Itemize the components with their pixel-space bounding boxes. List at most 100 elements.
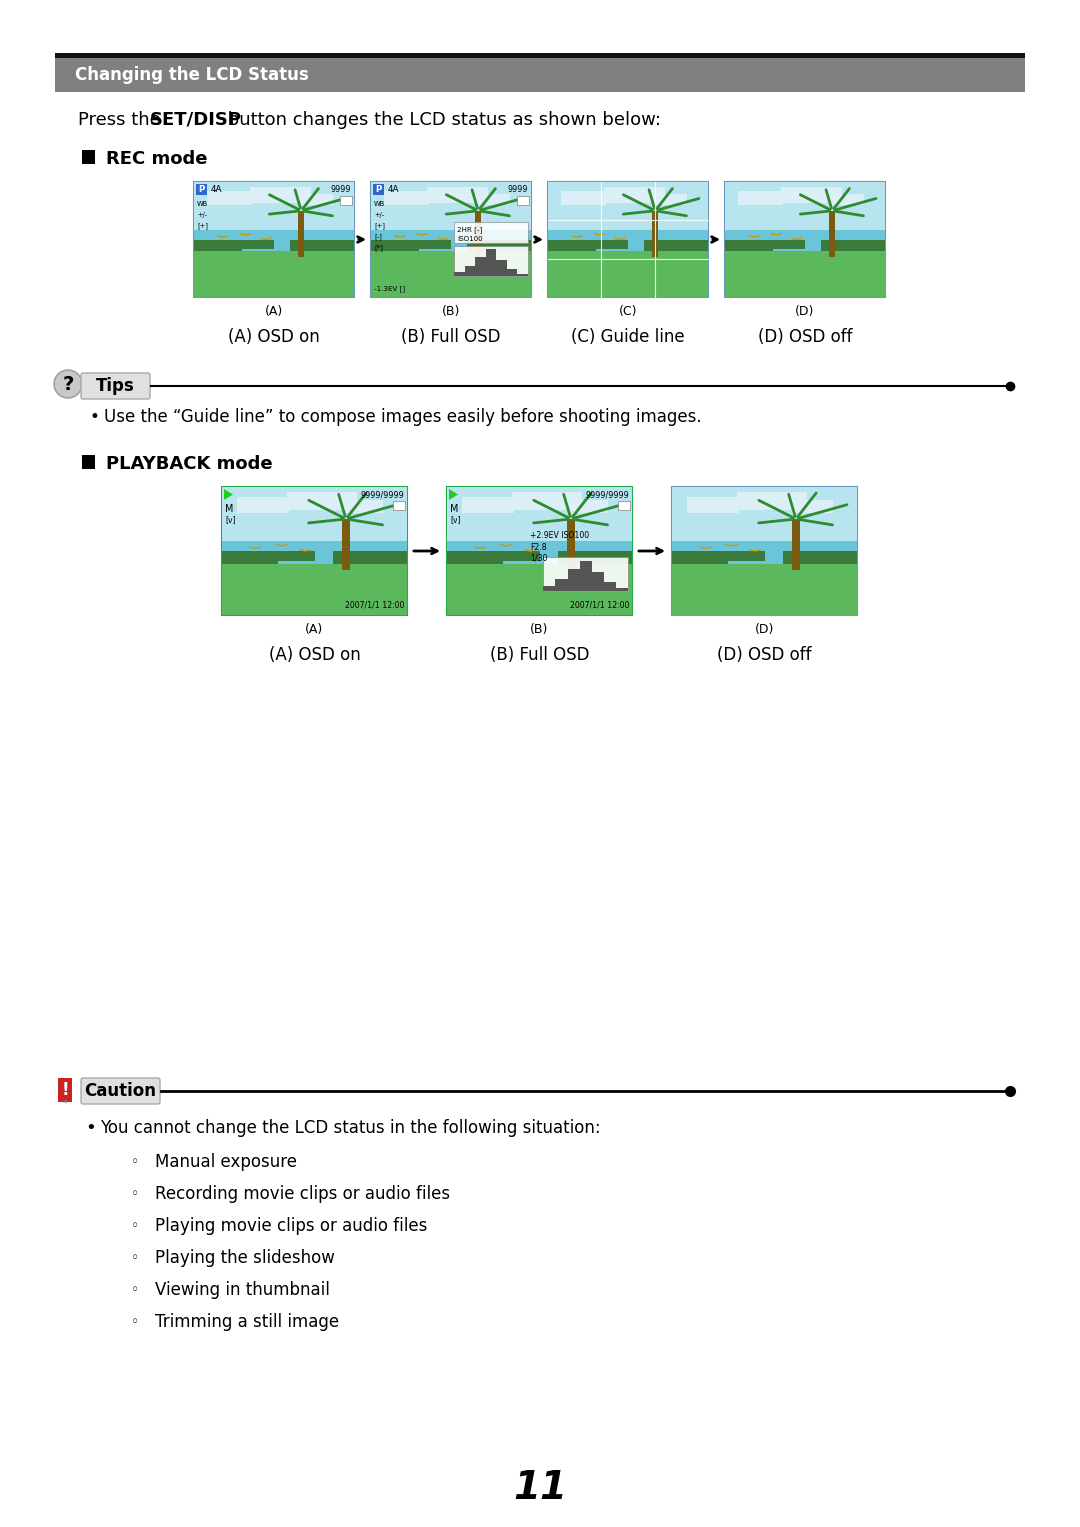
Bar — [475, 257, 486, 276]
Bar — [372, 182, 531, 296]
Text: (A): (A) — [306, 623, 324, 635]
Bar — [555, 579, 567, 591]
Text: PLAYBACK mode: PLAYBACK mode — [106, 455, 272, 473]
Bar — [194, 182, 354, 296]
Text: (B): (B) — [442, 304, 460, 318]
Bar — [821, 240, 885, 250]
Bar — [644, 240, 708, 250]
Text: [v]: [v] — [450, 516, 461, 524]
Text: 9999: 9999 — [508, 185, 528, 194]
Bar — [416, 240, 451, 249]
Text: (A) OSD on: (A) OSD on — [228, 328, 320, 347]
Bar — [427, 186, 488, 203]
Text: F2.8: F2.8 — [530, 544, 546, 553]
Bar — [507, 269, 517, 276]
Bar — [567, 519, 575, 570]
FancyBboxPatch shape — [81, 1078, 160, 1104]
Bar — [342, 499, 383, 513]
Bar — [393, 501, 405, 510]
Bar — [725, 182, 885, 250]
Bar — [543, 557, 629, 591]
Bar — [724, 551, 765, 562]
Bar — [194, 240, 242, 250]
Text: ?: ? — [63, 374, 73, 394]
Bar — [496, 260, 507, 276]
Bar — [783, 551, 858, 563]
Text: (D) OSD off: (D) OSD off — [717, 646, 812, 664]
Bar — [194, 182, 354, 250]
Bar — [447, 487, 632, 615]
Text: (D): (D) — [795, 304, 814, 318]
Bar — [567, 570, 580, 591]
Text: Playing movie clips or audio files: Playing movie clips or audio files — [156, 1217, 428, 1235]
Text: 2HR [-]: 2HR [-] — [457, 226, 483, 232]
Text: (B): (B) — [530, 623, 549, 635]
Text: ◦: ◦ — [131, 1219, 139, 1232]
Bar — [291, 240, 354, 250]
Text: 2007/1/1 12:00: 2007/1/1 12:00 — [569, 602, 629, 609]
Bar — [548, 250, 708, 296]
Text: [*]: [*] — [374, 244, 383, 252]
Bar — [567, 499, 608, 513]
Bar — [239, 240, 274, 249]
Bar — [455, 272, 464, 276]
Text: 9999: 9999 — [330, 185, 351, 194]
Bar — [340, 195, 352, 205]
Bar — [486, 249, 496, 276]
Text: +/-: +/- — [197, 212, 207, 218]
Text: 2007/1/1 12:00: 2007/1/1 12:00 — [345, 602, 404, 609]
Bar — [672, 487, 858, 615]
Text: button changes the LCD status as shown below:: button changes the LCD status as shown b… — [222, 111, 661, 128]
Bar — [373, 183, 384, 195]
Bar — [55, 58, 1025, 92]
Bar — [206, 191, 252, 205]
Circle shape — [54, 370, 82, 399]
Bar — [447, 487, 632, 563]
Bar — [652, 211, 659, 257]
Bar — [55, 53, 1025, 58]
Bar — [455, 223, 528, 243]
Bar — [561, 191, 606, 205]
Text: Trimming a still image: Trimming a still image — [156, 1313, 339, 1332]
Bar — [672, 563, 858, 615]
Bar — [372, 231, 531, 253]
Bar — [725, 231, 885, 253]
Text: (D) OSD off: (D) OSD off — [758, 328, 852, 347]
Text: 1/30: 1/30 — [530, 553, 548, 562]
Polygon shape — [224, 489, 233, 499]
Text: (A) OSD on: (A) OSD on — [269, 646, 361, 664]
Bar — [58, 1078, 72, 1102]
Bar — [342, 519, 350, 570]
Bar — [462, 498, 514, 513]
Text: Tips: Tips — [96, 377, 135, 395]
Text: 9999/9999: 9999/9999 — [585, 490, 629, 499]
Text: (C): (C) — [619, 304, 637, 318]
Bar — [672, 551, 728, 563]
Bar — [298, 211, 305, 257]
Bar — [237, 498, 288, 513]
Bar — [672, 487, 858, 563]
Bar — [194, 250, 354, 296]
Text: (C) Guide line: (C) Guide line — [571, 328, 685, 347]
Text: •: • — [85, 1119, 96, 1138]
Text: ISO100: ISO100 — [457, 237, 483, 243]
Polygon shape — [449, 489, 458, 499]
Text: ◦: ◦ — [131, 1186, 139, 1202]
Bar — [618, 501, 630, 510]
Text: 11: 11 — [513, 1469, 567, 1507]
Text: (D): (D) — [755, 623, 774, 635]
Bar — [195, 183, 207, 195]
Text: •: • — [90, 408, 99, 426]
Bar — [543, 586, 555, 591]
Bar — [82, 455, 95, 469]
Text: !: ! — [62, 1081, 69, 1099]
Bar — [298, 194, 334, 205]
Bar — [447, 551, 502, 563]
Bar — [475, 194, 510, 205]
Bar — [333, 551, 407, 563]
Bar — [604, 582, 617, 591]
Bar — [580, 560, 592, 591]
Bar — [548, 182, 708, 296]
Text: Caution: Caution — [84, 1083, 157, 1099]
Text: P: P — [199, 185, 205, 194]
